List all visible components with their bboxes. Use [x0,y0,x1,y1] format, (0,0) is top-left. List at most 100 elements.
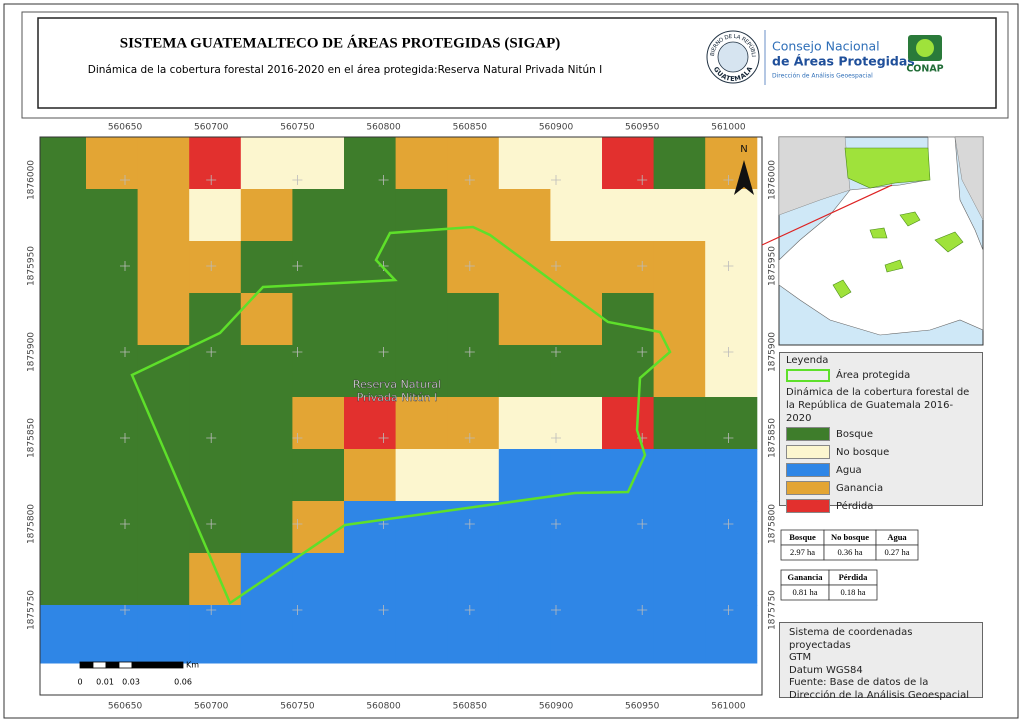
raster-cell [344,189,397,242]
y-coordinate-label: 1875800 [27,504,37,544]
grid-cross [464,605,475,615]
table-header: Agua [887,532,907,542]
grid-cross [551,433,561,443]
raster-cell [240,501,293,554]
raster-cell [602,553,655,606]
raster-cell [40,189,87,242]
grid-cross [120,261,130,271]
inset-protected [832,147,964,299]
raster-cell [653,189,706,242]
grid-cross [206,433,217,443]
raster-cell [344,137,397,190]
raster-cell [705,397,758,450]
protected-area-boundary [130,225,672,605]
grid-cross [723,519,734,529]
raster-cell [550,397,603,450]
raster-cell [653,241,706,294]
raster-cell [550,345,603,398]
raster-cell [498,241,551,294]
raster-cell [447,553,500,606]
table-header: Pérdida [839,572,869,582]
legend-swatch [786,481,830,495]
raster-cell [705,501,758,554]
raster-cell [395,345,448,398]
y-coordinate-label: 1875800 [768,504,778,544]
raster-cell [40,501,87,554]
scale-segment [92,661,107,669]
grid-cross [378,175,389,185]
x-coordinate-label: 560650 [108,702,143,712]
y-coordinate-label: 1875950 [27,246,37,286]
raster-cell [189,241,242,294]
raster-cell [602,241,655,294]
table-header: Bosque [789,532,816,542]
raster-cell [705,189,758,242]
grid-cross [637,175,648,185]
raster-cell [602,449,655,502]
grid-cross [206,261,217,271]
x-coordinate-label: 560950 [625,702,660,712]
raster-cell [86,241,139,294]
x-coordinate-label: 560750 [280,702,315,712]
raster-cell [292,449,345,502]
conap-short: CONAP [906,64,943,75]
raster-cell [395,293,448,346]
legend-swatch [786,427,830,441]
raster-cell [447,293,500,346]
header-box [37,17,997,109]
table-header: No bosque [831,532,869,542]
legend-boundary-row: Área protegida [786,369,976,382]
scale-label: 0.01 [96,678,114,687]
raster-cell [447,137,500,190]
grid-cross [120,347,130,357]
raster-cell [344,293,397,346]
raster-cell [86,553,139,606]
legend: Leyenda Área protegida Dinámica de la co… [779,352,983,513]
raster-cell [395,449,448,502]
raster-cell [189,189,242,242]
raster-cell [240,397,293,450]
scale-label: 0.06 [174,678,192,687]
conap-line2: de Áreas Protegidas [772,54,915,69]
raster-cell [447,241,500,294]
grid-cross [464,433,475,443]
raster-cell [653,397,706,450]
raster-cell [395,241,448,294]
raster-cell [498,345,551,398]
raster-cell [602,137,655,190]
x-coordinate-label: 560850 [453,702,488,712]
scale-segment [131,661,184,669]
grid-cross [551,519,561,529]
y-coordinate-label: 1875750 [768,590,778,630]
legend-boundary: Área protegida [836,370,911,381]
raster-cell [292,553,345,606]
grid-cross [120,519,130,529]
raster-cell [40,397,87,450]
raster-cell [550,553,603,606]
inset-land-grey [778,136,984,221]
legend-item: Bosque [786,425,976,443]
raster-cell [653,137,706,190]
grid-cross [292,347,303,357]
scale-unit: Km [186,661,199,670]
raster-cell [189,449,242,502]
grid-cross [464,519,475,529]
scale-segment [118,661,133,669]
info-line: Dirección de la Análisis Geoespacial [789,689,969,701]
x-coordinate-label: 560650 [108,123,143,133]
scale-segment [79,661,94,669]
raster-cell [550,189,603,242]
x-coordinate-label: 560800 [366,702,401,712]
raster-cell [395,189,448,242]
map-frame [39,136,763,696]
north-arrow [734,160,754,195]
raster-cell [550,605,603,664]
x-coordinate-label: 560750 [280,123,315,133]
raster-cell [86,449,139,502]
grid-cross [551,347,561,357]
x-coordinate-label: 560800 [366,123,401,133]
table-cell [875,544,919,561]
raster-cell [137,501,190,554]
raster-cell [40,449,87,502]
